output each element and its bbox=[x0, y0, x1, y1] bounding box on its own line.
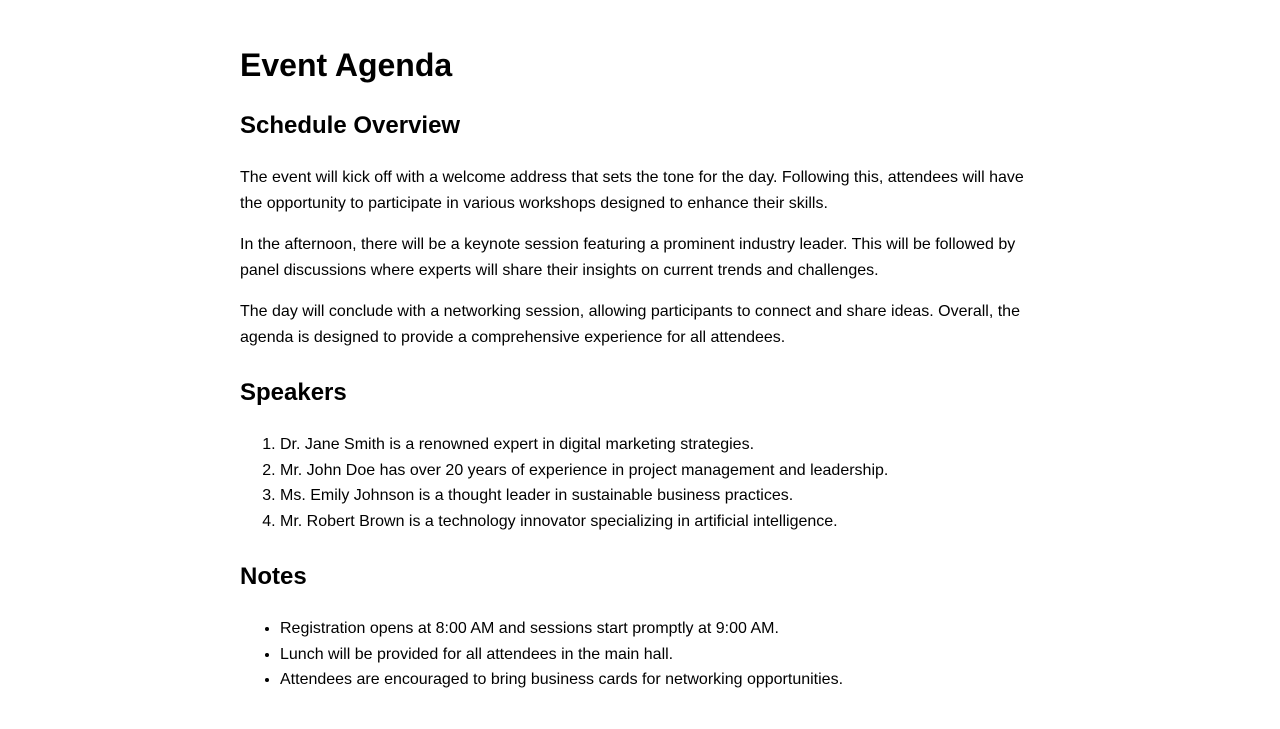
schedule-section: Schedule Overview The event will kick of… bbox=[240, 112, 1040, 350]
notes-section: Notes Registration opens at 8:00 AM and … bbox=[240, 563, 1040, 693]
note-item: Registration opens at 8:00 AM and sessio… bbox=[280, 616, 1040, 642]
note-item: Attendees are encouraged to bring busine… bbox=[280, 667, 1040, 693]
schedule-paragraph: The day will conclude with a networking … bbox=[240, 303, 1020, 346]
schedule-paragraph: In the afternoon, there will be a keynot… bbox=[240, 236, 1016, 279]
notes-heading: Notes bbox=[240, 563, 307, 590]
speaker-item: Dr. Jane Smith is a renowned expert in d… bbox=[280, 432, 1040, 458]
speaker-item: Ms. Emily Johnson is a thought leader in… bbox=[280, 483, 1040, 509]
page-title: Event Agenda bbox=[240, 47, 453, 83]
speaker-item: Mr. John Doe has over 20 years of experi… bbox=[280, 458, 1040, 484]
document-page: Event Agenda Schedule Overview The event… bbox=[240, 0, 1040, 693]
speakers-list: Dr. Jane Smith is a renowned expert in d… bbox=[240, 432, 1040, 534]
speakers-heading: Speakers bbox=[240, 379, 347, 406]
schedule-heading: Schedule Overview bbox=[240, 112, 461, 139]
speakers-section: Speakers Dr. Jane Smith is a renowned ex… bbox=[240, 379, 1040, 534]
notes-list: Registration opens at 8:00 AM and sessio… bbox=[240, 616, 1040, 693]
note-item: Lunch will be provided for all attendees… bbox=[280, 642, 1040, 668]
schedule-paragraph: The event will kick off with a welcome a… bbox=[240, 169, 1024, 212]
speaker-item: Mr. Robert Brown is a technology innovat… bbox=[280, 509, 1040, 535]
